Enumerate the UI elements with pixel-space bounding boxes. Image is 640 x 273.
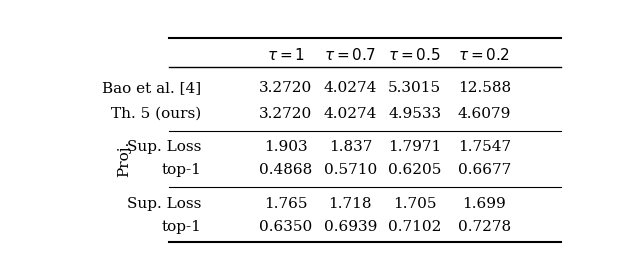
Text: 0.5710: 0.5710: [324, 164, 377, 177]
Text: 0.7102: 0.7102: [388, 220, 442, 234]
Text: 0.6205: 0.6205: [388, 164, 442, 177]
Text: 0.6677: 0.6677: [458, 164, 511, 177]
Text: 1.7547: 1.7547: [458, 140, 511, 154]
Text: 4.0274: 4.0274: [324, 107, 377, 121]
Text: 4.9533: 4.9533: [388, 107, 442, 121]
Text: Sup. Loss: Sup. Loss: [127, 197, 202, 211]
Text: 3.2720: 3.2720: [259, 107, 312, 121]
Text: 12.588: 12.588: [458, 81, 511, 96]
Text: 5.3015: 5.3015: [388, 81, 442, 96]
Text: Sup. Loss: Sup. Loss: [127, 140, 202, 154]
Text: 0.7278: 0.7278: [458, 220, 511, 234]
Text: 1.699: 1.699: [462, 197, 506, 211]
Text: top-1: top-1: [162, 220, 202, 234]
Text: $\tau = 1$: $\tau = 1$: [267, 47, 305, 63]
Text: 0.6939: 0.6939: [324, 220, 377, 234]
Text: 4.0274: 4.0274: [324, 81, 377, 96]
Text: 1.765: 1.765: [264, 197, 308, 211]
Text: Proj.: Proj.: [118, 141, 132, 177]
Text: 1.903: 1.903: [264, 140, 308, 154]
Text: 4.6079: 4.6079: [458, 107, 511, 121]
Text: Th. 5 (ours): Th. 5 (ours): [111, 107, 202, 121]
Text: 0.6350: 0.6350: [259, 220, 312, 234]
Text: Bao et al. [4]: Bao et al. [4]: [102, 81, 202, 96]
Text: $\tau = 0.2$: $\tau = 0.2$: [458, 47, 510, 63]
Text: 1.837: 1.837: [328, 140, 372, 154]
Text: $\tau = 0.7$: $\tau = 0.7$: [324, 47, 376, 63]
Text: 3.2720: 3.2720: [259, 81, 312, 96]
Text: 0.4868: 0.4868: [259, 164, 312, 177]
Text: 1.705: 1.705: [393, 197, 436, 211]
Text: 1.7971: 1.7971: [388, 140, 442, 154]
Text: 1.718: 1.718: [328, 197, 372, 211]
Text: top-1: top-1: [162, 164, 202, 177]
Text: $\tau = 0.5$: $\tau = 0.5$: [388, 47, 441, 63]
